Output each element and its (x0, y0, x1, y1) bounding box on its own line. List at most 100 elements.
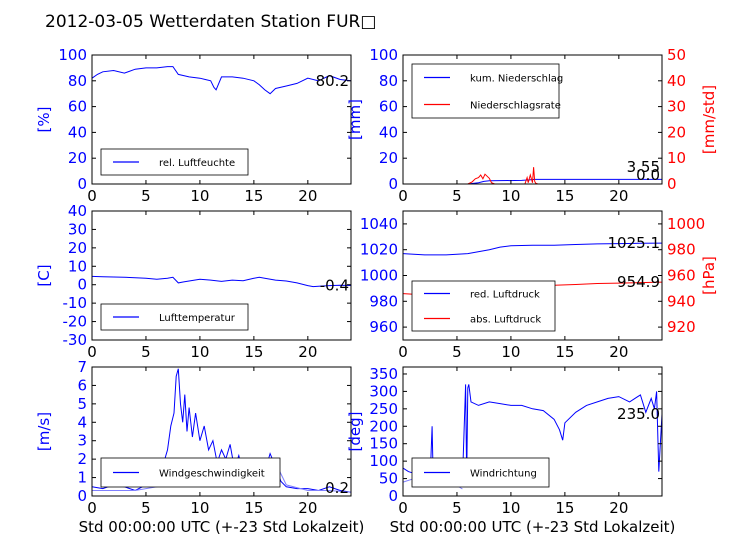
humidity-ytick-label: 80 (68, 72, 87, 90)
pressure-y2tick-label: 1000 (667, 215, 705, 233)
windspeed-xtick-label: 5 (141, 499, 151, 517)
pressure-y2label: [hPa] (700, 256, 718, 295)
winddirection-xtick-label: 0 (398, 499, 408, 517)
pressure-xtick-label: 5 (452, 343, 462, 361)
windspeed-ytick-label: 6 (77, 376, 87, 394)
pressure-chart: 0 5 10 15 20 960 980 1000 1020 1040 920 940 960 980 10… (360, 210, 718, 361)
windspeed-ytick-label: 3 (77, 432, 87, 450)
precipitation-plot-frame (402, 54, 663, 185)
precipitation-ylabel: [mm] (346, 99, 364, 140)
pressure-ytick-label: 960 (369, 318, 398, 336)
windspeed-last-value: 0.2 (325, 479, 349, 497)
temperature-plot-frame (91, 210, 352, 341)
precipitation-y2tick-label: 20 (667, 123, 686, 141)
temperature-ytick-label: -30 (63, 331, 88, 349)
temperature-ytick-label: 0 (77, 276, 87, 294)
precipitation-last-value: 3.55 (627, 158, 660, 176)
windspeed-plot-frame (91, 366, 352, 497)
precipitation-legend-label: Niederschlagsrate (470, 101, 561, 112)
temperature-chart: 0 5 10 15 20-30-20-10010203040[C]Lufttempera… (35, 202, 352, 361)
temperature-xtick-label: 0 (87, 343, 97, 361)
pressure-legend-label: abs. Luftdruck (470, 315, 541, 326)
precipitation-ytick-label: 20 (379, 149, 398, 167)
windspeed-legend: Windgeschwindigkeit (100, 457, 281, 488)
pressure-legend-label: red. Luftdruck (470, 290, 540, 301)
page-title: 2012-03-05 Wetterdaten Station FUR□ (45, 12, 376, 32)
pressure-ytick-label: 980 (369, 292, 398, 310)
windspeed-xtick-label: 15 (244, 499, 263, 517)
temperature-ylabel: [C] (35, 264, 53, 286)
pressure-xtick-label: 10 (501, 343, 520, 361)
windspeed-legend-label: Windgeschwindigkeit (159, 469, 265, 480)
windspeed-ytick-label: 2 (77, 450, 87, 468)
precipitation-y2tick-label: 50 (667, 46, 686, 64)
temperature-series-lufttemperatur (91, 275, 352, 288)
humidity-legend: rel. Luftfeuchte (100, 148, 249, 176)
precipitation-ytick-label: 0 (388, 175, 398, 193)
pressure-last-value: 1025.1 (608, 234, 661, 252)
windspeed-xtick-label: 10 (190, 499, 209, 517)
pressure-ytick-label: 1040 (360, 215, 398, 233)
humidity-ytick-label: 0 (77, 175, 87, 193)
humidity-ytick-label: 20 (68, 149, 87, 167)
winddirection-ytick-label: 300 (369, 382, 398, 400)
precipitation-xtick-label: 10 (501, 187, 520, 205)
precipitation-xtick-label: 5 (452, 187, 462, 205)
precipitation-last-value: 0.0 (636, 166, 660, 184)
pressure-y2tick-label: 980 (667, 241, 696, 259)
temperature-ytick-label: 40 (68, 202, 87, 220)
temperature-xtick-label: 20 (298, 343, 317, 361)
humidity-ylabel: [%] (35, 107, 53, 133)
winddirection-ytick-label: 150 (369, 435, 398, 453)
humidity-ytick-label: 100 (58, 46, 87, 64)
temperature-ytick-label: -20 (63, 313, 88, 331)
winddirection-legend-label: Windrichtung (470, 469, 537, 480)
pressure-y2tick-label: 940 (667, 292, 696, 310)
temperature-ytick-label: 20 (68, 239, 87, 257)
temperature-xtick-label: 15 (244, 343, 263, 361)
pressure-y2tick-label: 920 (667, 318, 696, 336)
precipitation-xtick-label: 0 (398, 187, 408, 205)
temperature-xtick-label: 10 (190, 343, 209, 361)
humidity-last-value: 80.2 (316, 72, 349, 90)
winddirection-xtick-label: 5 (452, 499, 462, 517)
humidity-plot-frame (91, 54, 352, 185)
humidity-series-rel-luftfeuchte (91, 66, 352, 95)
precipitation-legend-box (411, 63, 560, 119)
humidity-ytick-label: 60 (68, 98, 87, 116)
windspeed-xtick-label: 20 (298, 499, 317, 517)
winddirection-ytick-label: 250 (369, 400, 398, 418)
temperature-ytick-label: -10 (63, 294, 88, 312)
humidity-ytick-label: 40 (68, 123, 87, 141)
precipitation-ytick-label: 100 (369, 46, 398, 64)
winddirection-legend: Windrichtung (411, 457, 550, 488)
humidity-xtick-label: 10 (190, 187, 209, 205)
temperature-xtick-label: 5 (141, 343, 151, 361)
precipitation-y2tick-label: 30 (667, 98, 686, 116)
precipitation-ytick-label: 40 (379, 123, 398, 141)
temperature-legend-label: Lufttemperatur (159, 313, 236, 324)
pressure-y2tick-label: 960 (667, 267, 696, 285)
winddirection-ylabel: [deg] (346, 412, 364, 452)
winddirection-xtick-label: 15 (555, 499, 574, 517)
pressure-last-value: 954.9 (617, 273, 660, 291)
pressure-xtick-label: 20 (609, 343, 628, 361)
precipitation-legend-label: kum. Niederschlag (470, 74, 563, 85)
windspeed-ytick-label: 0 (77, 487, 87, 505)
precipitation-ytick-label: 80 (379, 72, 398, 90)
winddirection-ytick-label: 350 (369, 365, 398, 383)
humidity-xtick-label: 15 (244, 187, 263, 205)
temperature-ytick-label: 30 (68, 220, 87, 238)
temperature-legend: Lufttemperatur (100, 303, 249, 331)
precipitation-xtick-label: 15 (555, 187, 574, 205)
humidity-chart: 0 5 10 15 20 0 20 40 60 80 100 [%] rel. Luftfeuchte 8… (35, 46, 352, 205)
precipitation-y2tick-label: 10 (667, 149, 686, 167)
winddirection-ytick-label: 100 (369, 452, 398, 470)
windspeed-ytick-label: 4 (77, 413, 87, 431)
precipitation-chart: 0 5 10 15 20 0 20 40 60 80 100 0 10 20 30 40 50 [mm] [mm/s… (346, 46, 718, 205)
pressure-legend: red. Luftdruck abs. Luftdruck (411, 280, 556, 332)
windspeed-xlabel: Std 00:00:00 UTC (+-23 Std Lokalzeit) (79, 518, 365, 536)
temperature-ytick-label: 10 (68, 257, 87, 275)
